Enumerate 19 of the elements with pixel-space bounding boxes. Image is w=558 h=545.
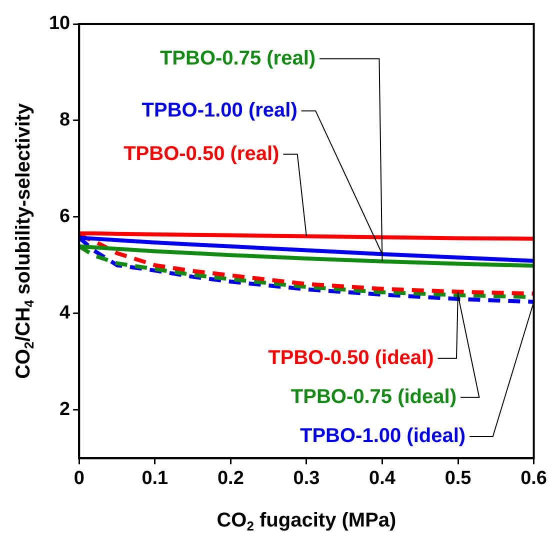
y-tick-label: 10: [48, 13, 70, 34]
y-tick-label: 8: [60, 110, 70, 131]
x-tick-label: 0.2: [217, 468, 244, 489]
y-axis-title: CO2/CH4 solubility-selectivity: [12, 102, 37, 379]
x-tick-label: 0.6: [520, 468, 548, 489]
x-tick-label: 0.1: [142, 468, 169, 489]
x-tick-label: 0.3: [293, 468, 320, 489]
text: TPBO-1.00 (ideal): [300, 425, 466, 448]
text: TPBO-1.00 (real): [142, 99, 298, 122]
text: TPBO-0.50 (real): [124, 142, 280, 165]
y-tick-label: 2: [60, 399, 70, 420]
y-tick-label: 6: [60, 206, 70, 228]
text: TPBO-0.50 (ideal): [268, 346, 434, 369]
y-tick-label: 4: [60, 302, 71, 324]
x-tick-label: 0.4: [369, 468, 396, 489]
text: TPBO-0.75 (real): [160, 47, 316, 70]
x-tick-label: 0.5: [444, 468, 472, 489]
text: TPBO-0.75 (ideal): [290, 386, 456, 408]
x-tick-label: 0: [74, 468, 84, 489]
